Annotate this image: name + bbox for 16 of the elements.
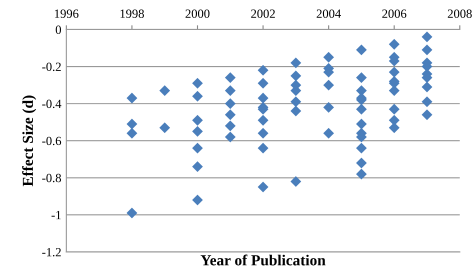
y-axis-title: Effect Size (d): [22, 96, 36, 186]
x-tick-label: 1998: [120, 9, 144, 18]
y-tick-label: -1.2: [42, 248, 61, 256]
x-axis-title: Year of Publication: [200, 254, 326, 266]
y-tick-label: -0.2: [42, 62, 61, 72]
x-tick-label: 2002: [251, 9, 275, 18]
y-tick-label: -0.8: [42, 174, 62, 182]
x-tick-label: 2004: [316, 9, 341, 18]
y-tick-label: -1: [52, 210, 61, 220]
x-tick-label: 1996: [54, 10, 78, 18]
x-tick-label: 2006: [382, 9, 406, 18]
x-tick-label: 2008: [448, 9, 472, 18]
y-tick-label: 0: [56, 26, 62, 34]
y-tick-label: -0.6: [42, 136, 62, 146]
x-tick-label: 2000: [186, 9, 210, 18]
y-tick-label: -0.4: [42, 100, 62, 108]
